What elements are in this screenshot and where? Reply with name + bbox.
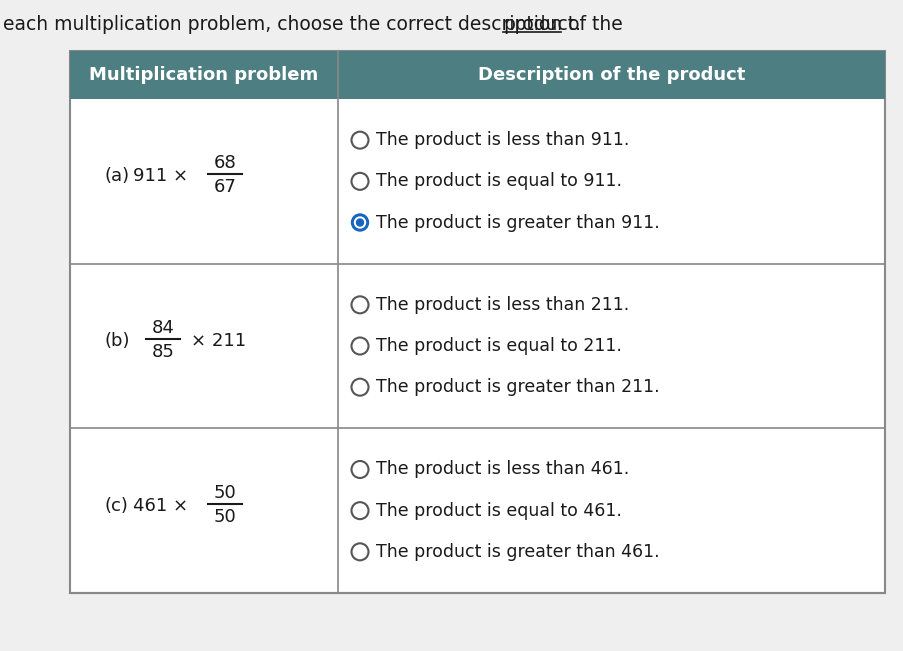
Text: The product is greater than 461.: The product is greater than 461. [376,543,659,561]
Text: Description of the product: Description of the product [478,66,744,84]
Text: The product is less than 461.: The product is less than 461. [376,460,628,478]
Text: product.: product. [502,15,581,34]
Text: The product is less than 911.: The product is less than 911. [376,131,628,149]
Text: 911 ×: 911 × [133,167,188,186]
Text: The product is greater than 911.: The product is greater than 911. [376,214,659,232]
Text: (c): (c) [105,497,129,515]
Text: 50: 50 [213,484,236,502]
Text: The product is less than 211.: The product is less than 211. [376,296,628,314]
Text: 68: 68 [213,154,236,173]
Text: (a): (a) [105,167,130,186]
Text: Multiplication problem: Multiplication problem [89,66,318,84]
Text: The product is equal to 211.: The product is equal to 211. [376,337,621,355]
Text: × 211: × 211 [191,332,246,350]
Text: 84: 84 [152,319,174,337]
Text: The product is equal to 461.: The product is equal to 461. [376,502,621,519]
Text: each multiplication problem, choose the correct description of the: each multiplication problem, choose the … [3,15,628,34]
Text: 67: 67 [213,178,237,197]
Text: 461 ×: 461 × [133,497,188,515]
Text: The product is equal to 911.: The product is equal to 911. [376,173,621,190]
Circle shape [356,219,363,226]
Bar [70,51,884,99]
Text: The product is greater than 211.: The product is greater than 211. [376,378,659,396]
Circle shape [354,217,365,228]
Text: 50: 50 [213,508,236,525]
Text: (b): (b) [105,332,130,350]
Bar [70,51,884,593]
Text: 85: 85 [152,343,174,361]
Circle shape [351,214,368,231]
